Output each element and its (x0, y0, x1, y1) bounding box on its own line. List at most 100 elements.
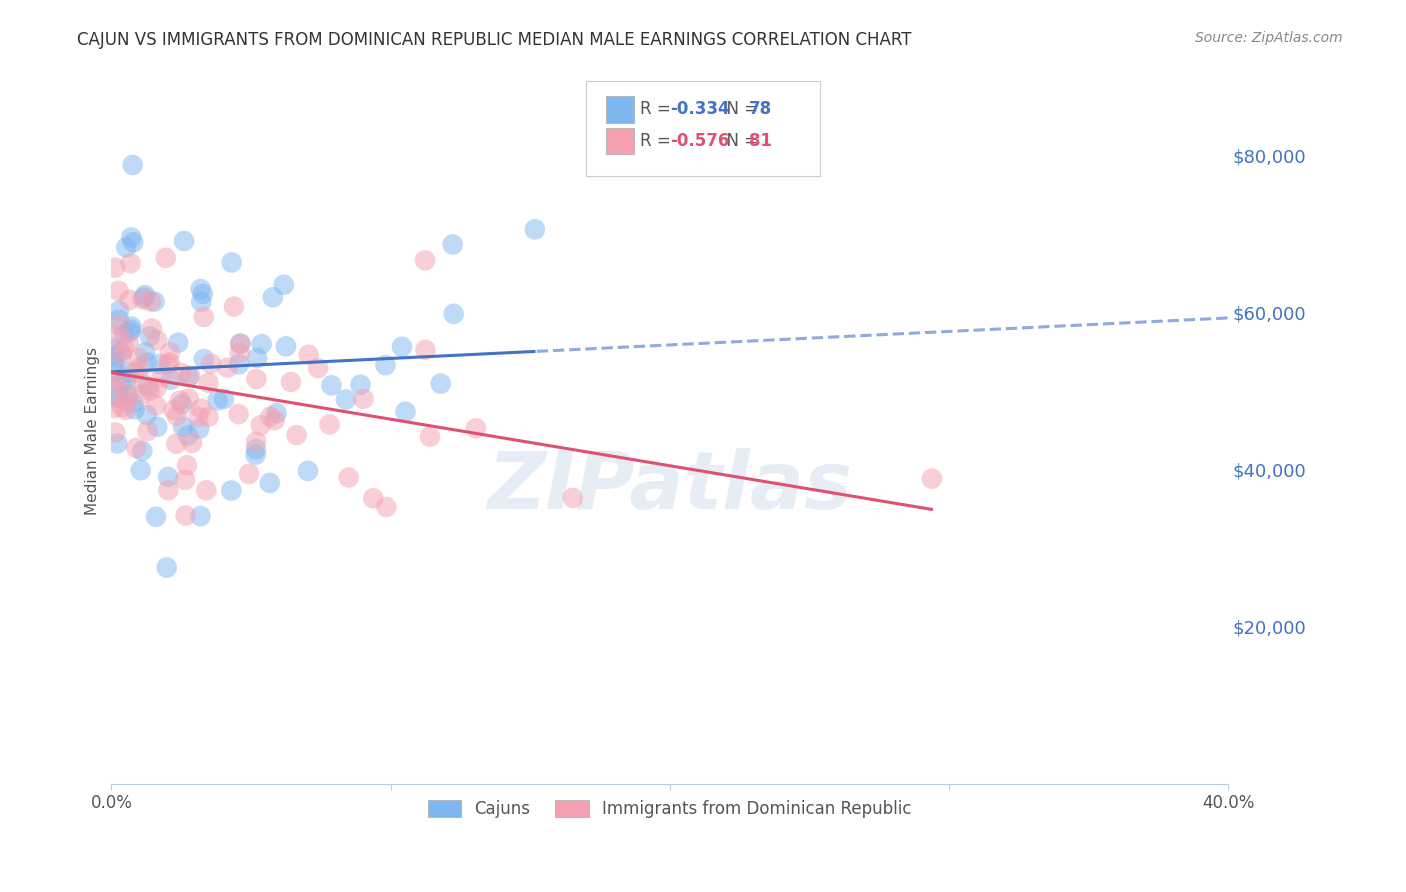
Point (245, 448, 267, 462)
Point (375, 500, 398, 514)
Point (107, 328, 129, 343)
Point (464, 421, 486, 435)
Point (190, 509, 212, 524)
Point (429, 376, 451, 391)
Point (441, 237, 464, 252)
Point (136, 424, 159, 438)
Point (245, 442, 267, 457)
Text: 81: 81 (749, 132, 772, 150)
Point (419, 430, 441, 444)
Point (136, 380, 159, 394)
Point (173, 234, 195, 248)
Point (104, 349, 127, 363)
Point (110, 376, 132, 390)
Y-axis label: Median Male Earnings: Median Male Earnings (86, 347, 100, 515)
Point (159, 355, 181, 369)
Point (115, 403, 138, 417)
Point (273, 277, 295, 292)
Point (177, 370, 200, 384)
Point (148, 357, 170, 371)
Point (120, 230, 142, 244)
Point (238, 467, 260, 481)
Text: N =: N = (716, 100, 763, 119)
Point (229, 336, 252, 351)
Point (212, 392, 235, 406)
Point (125, 441, 148, 455)
Point (124, 402, 146, 417)
Point (104, 425, 127, 440)
Point (128, 351, 150, 366)
Legend: Cajuns, Immigrants from Dominican Republic: Cajuns, Immigrants from Dominican Republ… (422, 793, 918, 825)
Point (250, 337, 273, 351)
Point (245, 372, 267, 386)
Point (391, 340, 413, 354)
Point (921, 472, 943, 486)
Point (285, 428, 308, 442)
Point (174, 473, 197, 487)
Point (195, 483, 218, 498)
Point (263, 413, 285, 427)
Point (112, 342, 135, 356)
Point (122, 235, 145, 250)
Point (124, 366, 146, 380)
Text: 78: 78 (749, 100, 772, 119)
Point (103, 401, 125, 416)
Point (167, 335, 190, 350)
Point (132, 290, 155, 304)
Point (415, 343, 437, 357)
Point (111, 348, 134, 362)
Point (105, 372, 128, 386)
Point (188, 422, 211, 436)
Point (162, 403, 184, 417)
Point (118, 325, 141, 339)
Point (190, 294, 212, 309)
Point (197, 409, 219, 424)
Point (117, 365, 139, 379)
Point (143, 294, 166, 309)
Point (318, 417, 340, 432)
FancyBboxPatch shape (586, 81, 821, 177)
Point (221, 483, 243, 498)
Point (229, 336, 252, 351)
Point (177, 392, 200, 406)
Point (394, 405, 416, 419)
Point (363, 491, 385, 506)
Point (139, 329, 162, 343)
Point (193, 352, 215, 367)
Point (297, 464, 319, 478)
Point (262, 290, 284, 304)
Point (266, 406, 288, 420)
Point (111, 400, 134, 414)
Point (135, 408, 157, 422)
Point (146, 333, 169, 347)
Point (115, 241, 138, 255)
Point (155, 251, 177, 265)
Point (374, 358, 396, 372)
Point (250, 418, 273, 433)
Point (523, 222, 546, 236)
Point (134, 288, 156, 302)
Point (103, 342, 125, 356)
Point (200, 357, 222, 371)
FancyBboxPatch shape (606, 128, 634, 154)
Point (117, 388, 139, 402)
Point (135, 356, 157, 370)
Point (197, 376, 219, 390)
Point (150, 370, 173, 384)
Point (157, 470, 180, 484)
Point (190, 282, 212, 296)
Point (172, 419, 194, 434)
Point (103, 379, 125, 393)
Point (122, 396, 145, 410)
Point (561, 491, 583, 505)
Point (321, 378, 343, 392)
Point (129, 388, 152, 402)
Point (104, 260, 127, 275)
Point (104, 365, 127, 379)
Point (245, 434, 267, 449)
Point (115, 374, 138, 388)
Point (114, 393, 136, 408)
Text: -0.576: -0.576 (669, 132, 730, 150)
Point (207, 393, 229, 408)
Point (107, 392, 129, 406)
